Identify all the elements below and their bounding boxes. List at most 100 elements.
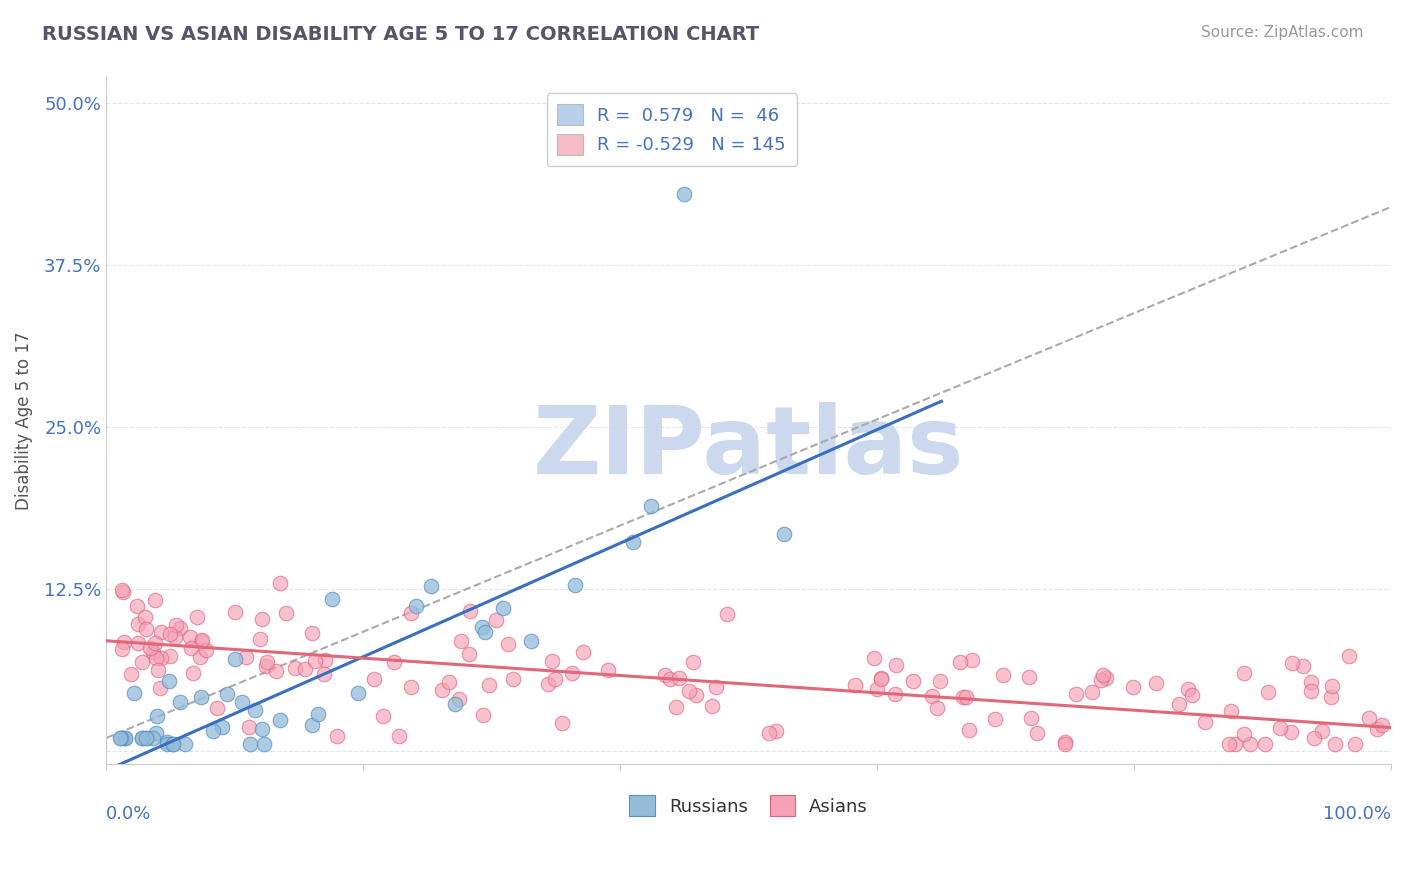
Point — [156, 738, 179, 752]
Point — [957, 723, 980, 737]
Point — [211, 720, 233, 734]
Text: 100.0%: 100.0% — [1323, 805, 1391, 823]
Point — [110, 731, 132, 745]
Point — [962, 653, 984, 667]
Point — [1233, 727, 1256, 741]
Text: Source: ZipAtlas.com: Source: ZipAtlas.com — [1201, 25, 1364, 40]
Point — [181, 665, 204, 680]
Point — [1281, 656, 1303, 670]
Point — [224, 652, 246, 666]
Point — [399, 606, 422, 620]
Point — [1367, 722, 1389, 736]
Point — [114, 731, 136, 745]
Point — [143, 636, 166, 650]
Point — [560, 665, 582, 680]
Point — [1358, 711, 1381, 725]
Point — [1091, 668, 1114, 682]
Point — [1223, 738, 1246, 752]
Point — [159, 648, 181, 663]
Point — [1081, 685, 1104, 699]
Point — [145, 725, 167, 739]
Point — [139, 640, 162, 655]
Point — [205, 701, 228, 715]
Point — [665, 699, 688, 714]
Point — [1301, 675, 1323, 690]
Point — [640, 499, 662, 513]
Point — [143, 593, 166, 607]
Point — [131, 731, 153, 745]
Point — [921, 689, 943, 703]
Point — [127, 599, 149, 613]
Point — [283, 661, 305, 675]
Point — [122, 686, 145, 700]
Point — [191, 632, 214, 647]
Point — [1371, 717, 1393, 731]
Point — [1279, 725, 1302, 739]
Point — [388, 729, 411, 743]
Point — [269, 713, 291, 727]
Point — [382, 655, 405, 669]
Point — [654, 668, 676, 682]
Point — [1219, 704, 1241, 718]
Point — [157, 673, 180, 688]
Point — [249, 632, 271, 646]
Point — [156, 734, 179, 748]
Point — [146, 663, 169, 677]
Point — [450, 634, 472, 648]
Point — [363, 672, 385, 686]
Point — [678, 684, 700, 698]
Point — [142, 731, 165, 745]
Point — [903, 673, 925, 688]
Point — [492, 601, 515, 615]
Point — [224, 605, 246, 619]
Text: RUSSIAN VS ASIAN DISABILITY AGE 5 TO 17 CORRELATION CHART: RUSSIAN VS ASIAN DISABILITY AGE 5 TO 17 … — [42, 25, 759, 44]
Point — [952, 690, 974, 705]
Point — [758, 725, 780, 739]
Point — [165, 618, 187, 632]
Point — [195, 643, 218, 657]
Point — [955, 690, 977, 705]
Point — [253, 737, 276, 751]
Point — [149, 681, 172, 695]
Point — [551, 716, 574, 731]
Point — [704, 680, 727, 694]
Point — [134, 610, 156, 624]
Point — [112, 635, 135, 649]
Point — [252, 722, 274, 736]
Point — [121, 667, 143, 681]
Point — [235, 649, 257, 664]
Point — [502, 672, 524, 686]
Point — [537, 677, 560, 691]
Point — [772, 527, 794, 541]
Point — [458, 647, 481, 661]
Point — [1319, 690, 1341, 704]
Point — [269, 575, 291, 590]
Point — [884, 657, 907, 672]
Point — [929, 674, 952, 689]
Point — [1291, 659, 1313, 673]
Text: ZIPatlas: ZIPatlas — [533, 402, 965, 494]
Point — [1146, 676, 1168, 690]
Point — [949, 655, 972, 669]
Point — [485, 613, 508, 627]
Point — [520, 634, 543, 648]
Point — [162, 738, 184, 752]
Point — [984, 713, 1007, 727]
Point — [163, 630, 186, 644]
Point — [925, 701, 948, 715]
Point — [1177, 681, 1199, 696]
Point — [231, 695, 253, 709]
Point — [1054, 735, 1077, 749]
Point — [256, 656, 278, 670]
Point — [621, 535, 644, 549]
Point — [169, 695, 191, 709]
Point — [131, 655, 153, 669]
Point — [685, 688, 707, 702]
Point — [250, 612, 273, 626]
Point — [1239, 738, 1261, 752]
Point — [304, 654, 326, 668]
Point — [346, 686, 368, 700]
Text: 0.0%: 0.0% — [107, 805, 152, 823]
Point — [108, 731, 131, 745]
Point — [1054, 738, 1077, 752]
